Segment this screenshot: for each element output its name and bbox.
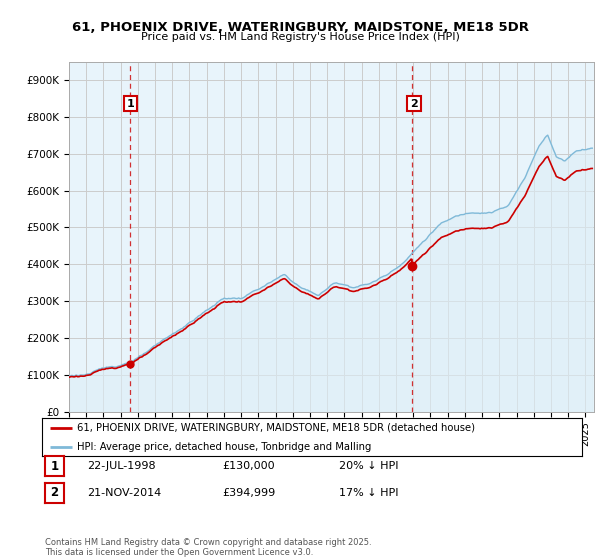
Text: Price paid vs. HM Land Registry's House Price Index (HPI): Price paid vs. HM Land Registry's House …	[140, 32, 460, 42]
Text: £130,000: £130,000	[222, 461, 275, 471]
Text: 1: 1	[50, 460, 59, 473]
Text: 2: 2	[50, 487, 59, 500]
Text: Contains HM Land Registry data © Crown copyright and database right 2025.
This d: Contains HM Land Registry data © Crown c…	[45, 538, 371, 557]
Text: 61, PHOENIX DRIVE, WATERINGBURY, MAIDSTONE, ME18 5DR: 61, PHOENIX DRIVE, WATERINGBURY, MAIDSTO…	[71, 21, 529, 34]
Text: 1: 1	[127, 99, 134, 109]
Text: 22-JUL-1998: 22-JUL-1998	[87, 461, 155, 471]
Text: £394,999: £394,999	[222, 488, 275, 498]
Text: 17% ↓ HPI: 17% ↓ HPI	[339, 488, 398, 498]
Text: 2: 2	[410, 99, 418, 109]
Text: 21-NOV-2014: 21-NOV-2014	[87, 488, 161, 498]
Text: 20% ↓ HPI: 20% ↓ HPI	[339, 461, 398, 471]
Text: 61, PHOENIX DRIVE, WATERINGBURY, MAIDSTONE, ME18 5DR (detached house): 61, PHOENIX DRIVE, WATERINGBURY, MAIDSTO…	[77, 423, 475, 433]
Text: HPI: Average price, detached house, Tonbridge and Malling: HPI: Average price, detached house, Tonb…	[77, 442, 371, 452]
